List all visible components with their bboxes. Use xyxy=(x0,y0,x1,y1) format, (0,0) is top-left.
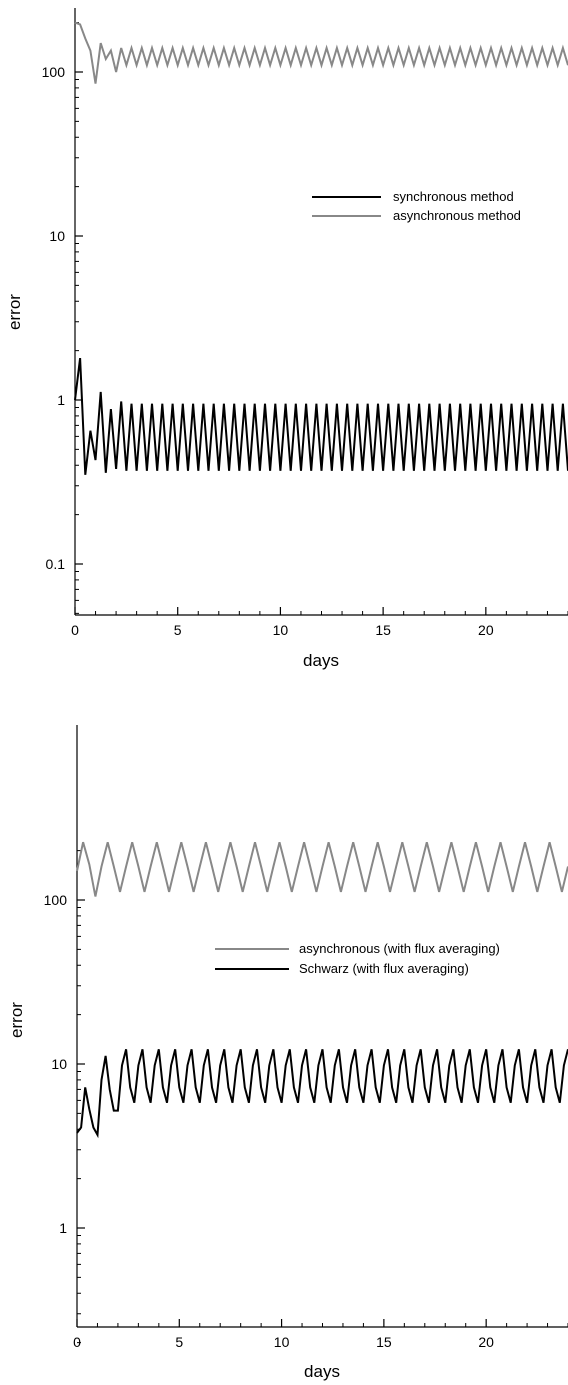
y-tick-label: 100 xyxy=(44,892,68,908)
series-group xyxy=(76,841,568,1139)
legend-label-schwarz-flux: Schwarz (with flux averaging) xyxy=(299,961,469,976)
series-line-schwarz-with-flux-averaging xyxy=(76,1049,568,1139)
x-tick-label: 10 xyxy=(273,622,289,638)
y-tick-label: 10 xyxy=(51,1056,67,1072)
y-tick-label: 1 xyxy=(59,1220,67,1236)
series-line-asynchronous-method xyxy=(74,21,568,84)
x-tick-label: 0 xyxy=(71,622,79,638)
x-tick-label: 15 xyxy=(376,1334,392,1350)
legend-label-async-flux: asynchronous (with flux averaging) xyxy=(299,941,500,956)
x-tick-label: 0 xyxy=(73,1334,81,1350)
y-tick-label: 10 xyxy=(49,228,65,244)
x-tick-label: 15 xyxy=(375,622,391,638)
x-tick-label: 10 xyxy=(274,1334,290,1350)
tick-group: 0.1 1 10 100 0 5 10 15 20 xyxy=(42,22,568,638)
chart-top: 0.1 1 10 100 0 5 10 15 20 days error synchronous… xyxy=(5,8,568,670)
legend-label-synchronous: synchronous method xyxy=(393,189,514,204)
x-tick-label: 20 xyxy=(478,622,494,638)
series-group xyxy=(74,21,568,475)
x-tick-label: 5 xyxy=(174,622,182,638)
y-axis-title: error xyxy=(7,1002,26,1038)
y-axis-title: error xyxy=(5,294,24,330)
y-tick-label: 1 xyxy=(57,392,65,408)
x-tick-label: 5 xyxy=(175,1334,183,1350)
plot-frame-group xyxy=(74,8,568,616)
y-tick-label: 100 xyxy=(42,64,66,80)
series-line-synchronous-method xyxy=(74,357,568,475)
plot-frame-group xyxy=(76,725,568,1328)
x-axis-title: days xyxy=(303,651,339,670)
x-axis-title: days xyxy=(304,1362,340,1381)
legend-label-asynchronous: asynchronous method xyxy=(393,208,521,223)
legend: asynchronous (with flux averaging) Schwa… xyxy=(215,941,500,976)
legend: synchronous method asynchronous method xyxy=(312,189,521,223)
x-tick-label: 20 xyxy=(478,1334,494,1350)
series-line-asynchronous-with-flux-averaging xyxy=(76,841,568,897)
y-tick-label: 0.1 xyxy=(46,556,66,572)
